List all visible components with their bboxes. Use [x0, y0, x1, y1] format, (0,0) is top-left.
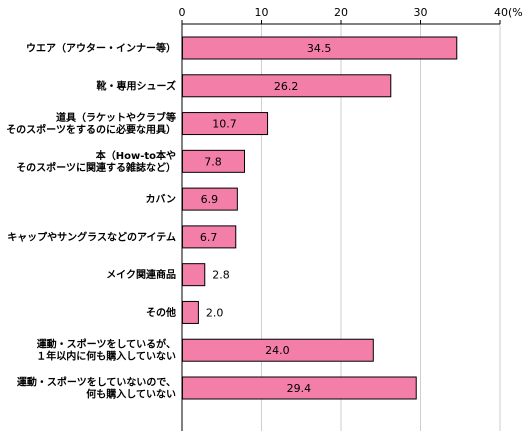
value-label: 34.5 — [307, 42, 332, 55]
category-label-line: 運動・スポーツをしているが、 — [37, 338, 176, 351]
x-tick-label: 10 — [255, 6, 269, 19]
category-label-line: 本（How-to本や — [96, 149, 176, 162]
category-label-line: 靴・専用シューズ — [97, 79, 177, 92]
category-label: キャップやサングラスなどのアイテム — [7, 230, 176, 243]
x-tick-label: 0 — [179, 6, 186, 19]
category-label: その他 — [146, 306, 176, 319]
value-label: 2.8 — [212, 269, 230, 282]
category-label-line: 道具（ラケットやクラブ等 — [56, 111, 176, 124]
category-label: ウエア（アウター・インナー等） — [26, 42, 176, 55]
category-label-line: そのスポーツをするのに必要な用具） — [6, 123, 176, 136]
category-label-line: ウエア（アウター・インナー等） — [26, 42, 176, 55]
category-label: 道具（ラケットやクラブ等そのスポーツをするのに必要な用具） — [6, 111, 176, 136]
category-label: メイク関連商品 — [106, 268, 176, 281]
category-label: 本（How-to本やそのスポーツに関連する雑誌など） — [16, 149, 176, 174]
category-label-line: １年以内に何も購入していない — [36, 350, 176, 363]
bar — [183, 264, 205, 286]
x-tick-label: 30 — [414, 6, 428, 19]
bar-layer — [183, 37, 457, 399]
category-label: 運動・スポーツをしていないので、何も購入していない — [17, 376, 176, 401]
value-label: 24.0 — [265, 344, 290, 357]
category-label: 運動・スポーツをしているが、１年以内に何も購入していない — [36, 338, 176, 363]
category-label-line: 何も購入していない — [86, 388, 176, 401]
value-label: 29.4 — [287, 382, 312, 395]
x-tick-label: 40(%) — [494, 6, 523, 19]
value-label: 2.0 — [206, 306, 224, 319]
x-tick-label: 20 — [334, 6, 348, 19]
value-label: 26.2 — [274, 80, 299, 93]
tick-layer: 0 10 20 30 40(%) — [179, 6, 523, 24]
category-label-line: その他 — [146, 306, 176, 319]
bar — [183, 301, 199, 323]
value-label: 7.8 — [204, 155, 222, 168]
category-label: 靴・専用シューズ — [97, 79, 177, 92]
category-label-line: 運動・スポーツをしていないので、 — [17, 376, 176, 389]
category-layer: ウエア（アウター・インナー等）靴・専用シューズ道具（ラケットやクラブ等そのスポー… — [6, 42, 176, 401]
category-label-line: カバン — [146, 194, 177, 206]
value-label: 6.7 — [200, 231, 218, 244]
category-label: カバン — [146, 194, 177, 206]
category-label-line: メイク関連商品 — [106, 268, 176, 281]
category-label-line: キャップやサングラスなどのアイテム — [7, 230, 176, 243]
value-label: 10.7 — [212, 118, 237, 131]
category-label-line: そのスポーツに関連する雑誌など） — [16, 161, 176, 174]
value-label: 6.9 — [201, 193, 219, 206]
